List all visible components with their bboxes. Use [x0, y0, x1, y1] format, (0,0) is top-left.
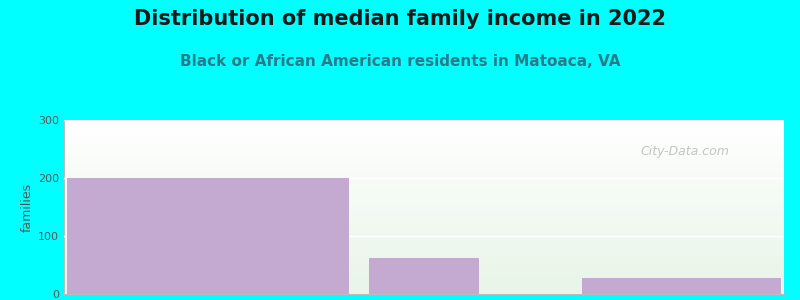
- Text: Black or African American residents in Matoaca, VA: Black or African American residents in M…: [180, 54, 620, 69]
- Bar: [370, 258, 478, 294]
- Text: Distribution of median family income in 2022: Distribution of median family income in …: [134, 9, 666, 29]
- Text: City-Data.com: City-Data.com: [640, 145, 729, 158]
- Bar: [582, 278, 781, 294]
- Bar: [67, 178, 349, 294]
- Y-axis label: families: families: [21, 182, 34, 232]
